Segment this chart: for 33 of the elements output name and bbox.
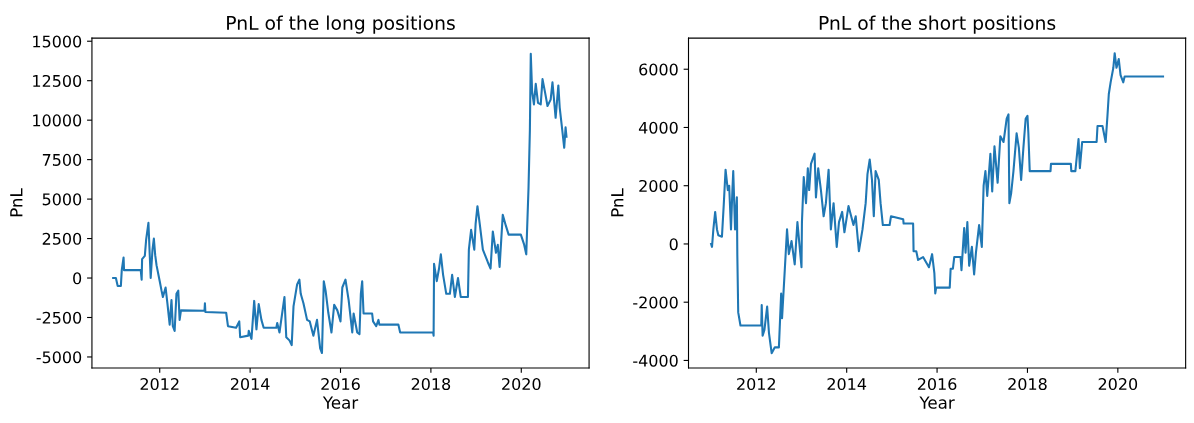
x-tick-label: 2016 xyxy=(321,378,360,391)
x-tick-label: 2018 xyxy=(411,378,451,391)
y-tick-label: 0 xyxy=(73,272,82,285)
y-tick-label: 6000 xyxy=(639,63,678,76)
x-axis-title: Year xyxy=(919,396,955,409)
y-tick-label: 15000 xyxy=(33,35,82,48)
line-series xyxy=(112,52,568,355)
y-tick-label: 7500 xyxy=(42,153,82,166)
y-tick-label: 12500 xyxy=(33,74,82,87)
x-tick-label: 2020 xyxy=(502,378,541,391)
y-tick-label: 0 xyxy=(669,238,678,251)
x-tick-label: 2014 xyxy=(827,378,867,391)
chart-title: PnL of the short positions xyxy=(819,15,1056,34)
line-series xyxy=(710,52,1165,355)
y-tick-label: -4000 xyxy=(633,354,678,367)
y-tick-label: 4000 xyxy=(638,121,678,134)
x-tick-label: 2020 xyxy=(1098,378,1138,391)
x-tick-label: 2012 xyxy=(737,378,776,391)
x-tick-label: 2016 xyxy=(917,378,957,391)
y-tick-label: 2000 xyxy=(639,179,678,193)
y-tick-label: -2000 xyxy=(633,296,678,309)
y-tick-label: 5000 xyxy=(42,193,82,206)
y-tick-label: 10000 xyxy=(33,114,82,127)
y-tick-label: 2500 xyxy=(42,232,82,245)
x-tick-label: 2012 xyxy=(140,378,179,391)
x-tick-label: 2014 xyxy=(230,378,270,391)
x-tick-label: 2018 xyxy=(1008,378,1047,391)
y-tick-label: -2500 xyxy=(36,311,82,324)
y-axis-title: PnL xyxy=(10,188,23,217)
x-axis-title: Year xyxy=(322,396,359,409)
chart-title: PnL of the long positions xyxy=(227,15,455,34)
y-axis-title: PnL xyxy=(611,188,624,217)
y-tick-label: -5000 xyxy=(36,351,82,364)
